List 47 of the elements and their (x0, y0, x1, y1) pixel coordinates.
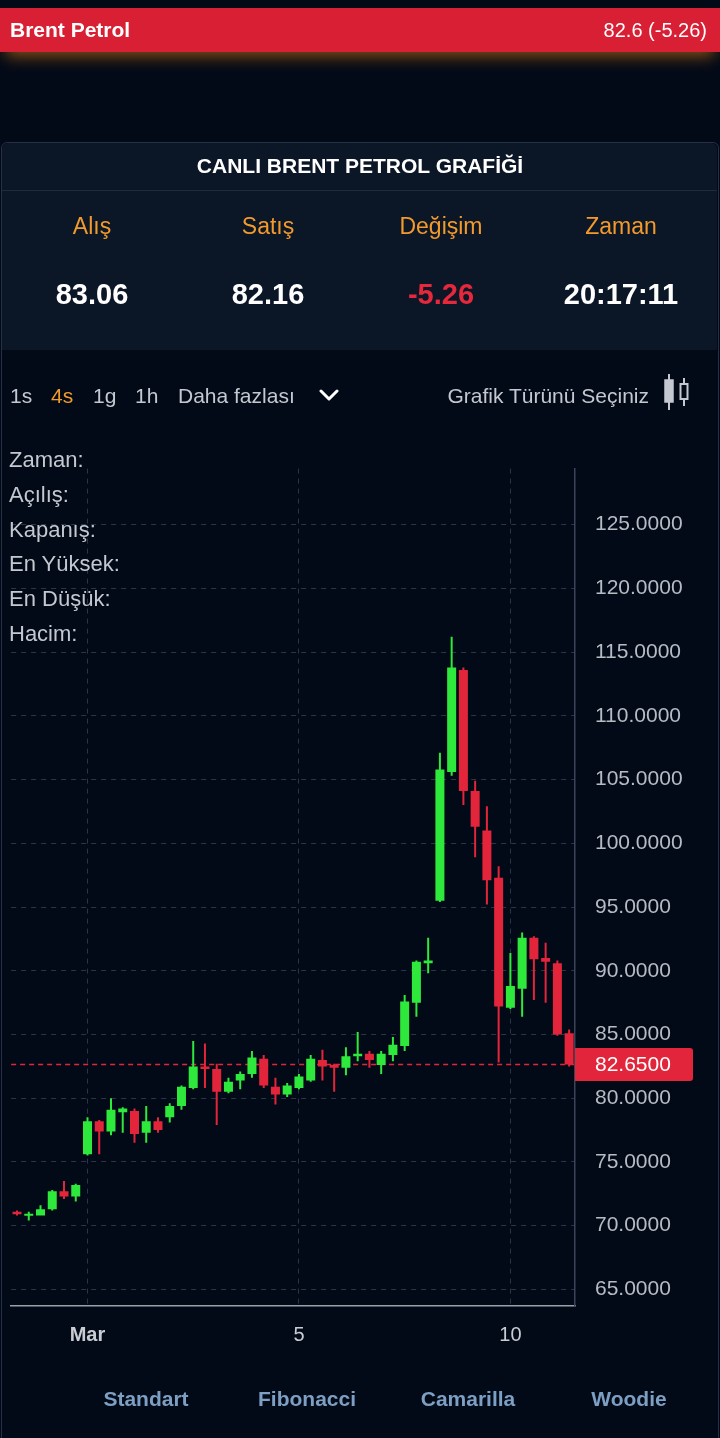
text: Alış (72, 212, 112, 240)
text: 1s (10, 383, 33, 409)
text: -5.26 (407, 278, 475, 312)
text: Brent Petrol (10, 17, 131, 43)
x-tick-label: Mar (69, 1322, 106, 1345)
candlestick (36, 1205, 46, 1216)
text: Fibonacci (257, 1386, 357, 1412)
text: Satış (241, 212, 295, 240)
annotation: Hacim: (9, 621, 78, 647)
ref-line-label: 82.6500 (595, 1052, 671, 1076)
text: 83.06 (55, 278, 129, 312)
y-tick-label: 105.0000 (595, 766, 683, 790)
y-tick-label: 100.0000 (595, 830, 683, 854)
y-tick-label: 95.0000 (595, 893, 671, 917)
y-tick-label: 125.0000 (595, 511, 683, 535)
text: Woodie (591, 1386, 667, 1412)
y-tick-label: 120.0000 (595, 575, 683, 599)
annotation: Kapanış: (9, 517, 96, 543)
text: Camarilla (420, 1386, 516, 1412)
text: 1h (135, 383, 159, 409)
annotation: Zaman: (9, 447, 84, 473)
text: 20:17:11 (563, 278, 679, 312)
text: 4s (51, 383, 74, 409)
y-tick-label: 90.0000 (595, 957, 671, 981)
text: 82.6 (-5.26) (603, 18, 707, 42)
x-tick-label: 10 (499, 1322, 522, 1345)
text: Değişim (399, 212, 483, 240)
chart-title: CANLI BRENT PETROL GRAFİĞİ (196, 153, 524, 179)
y-tick-label: 110.0000 (595, 702, 682, 726)
annotation: En Düşük: (9, 586, 111, 612)
candlestick (541, 942, 551, 1003)
text: Standart (103, 1386, 189, 1412)
y-tick-label: 75.0000 (595, 1148, 671, 1172)
y-tick-label: 65.0000 (595, 1276, 671, 1300)
text: 1g (93, 383, 117, 409)
y-tick-label: 85.0000 (595, 1021, 671, 1045)
text: 82.16 (231, 278, 305, 312)
candlestick (118, 1107, 128, 1133)
y-tick-label: 80.0000 (595, 1085, 671, 1109)
y-tick-label: 70.0000 (595, 1212, 671, 1236)
text: Daha fazlası (178, 383, 295, 409)
annotation: En Yüksek: (9, 551, 120, 577)
x-tick-label: 5 (293, 1322, 305, 1345)
text: Grafik Türünü Seçiniz (447, 383, 649, 409)
annotation: Açılış: (9, 482, 69, 508)
y-tick-label: 115.0000 (595, 638, 682, 662)
text: Zaman (585, 212, 657, 240)
